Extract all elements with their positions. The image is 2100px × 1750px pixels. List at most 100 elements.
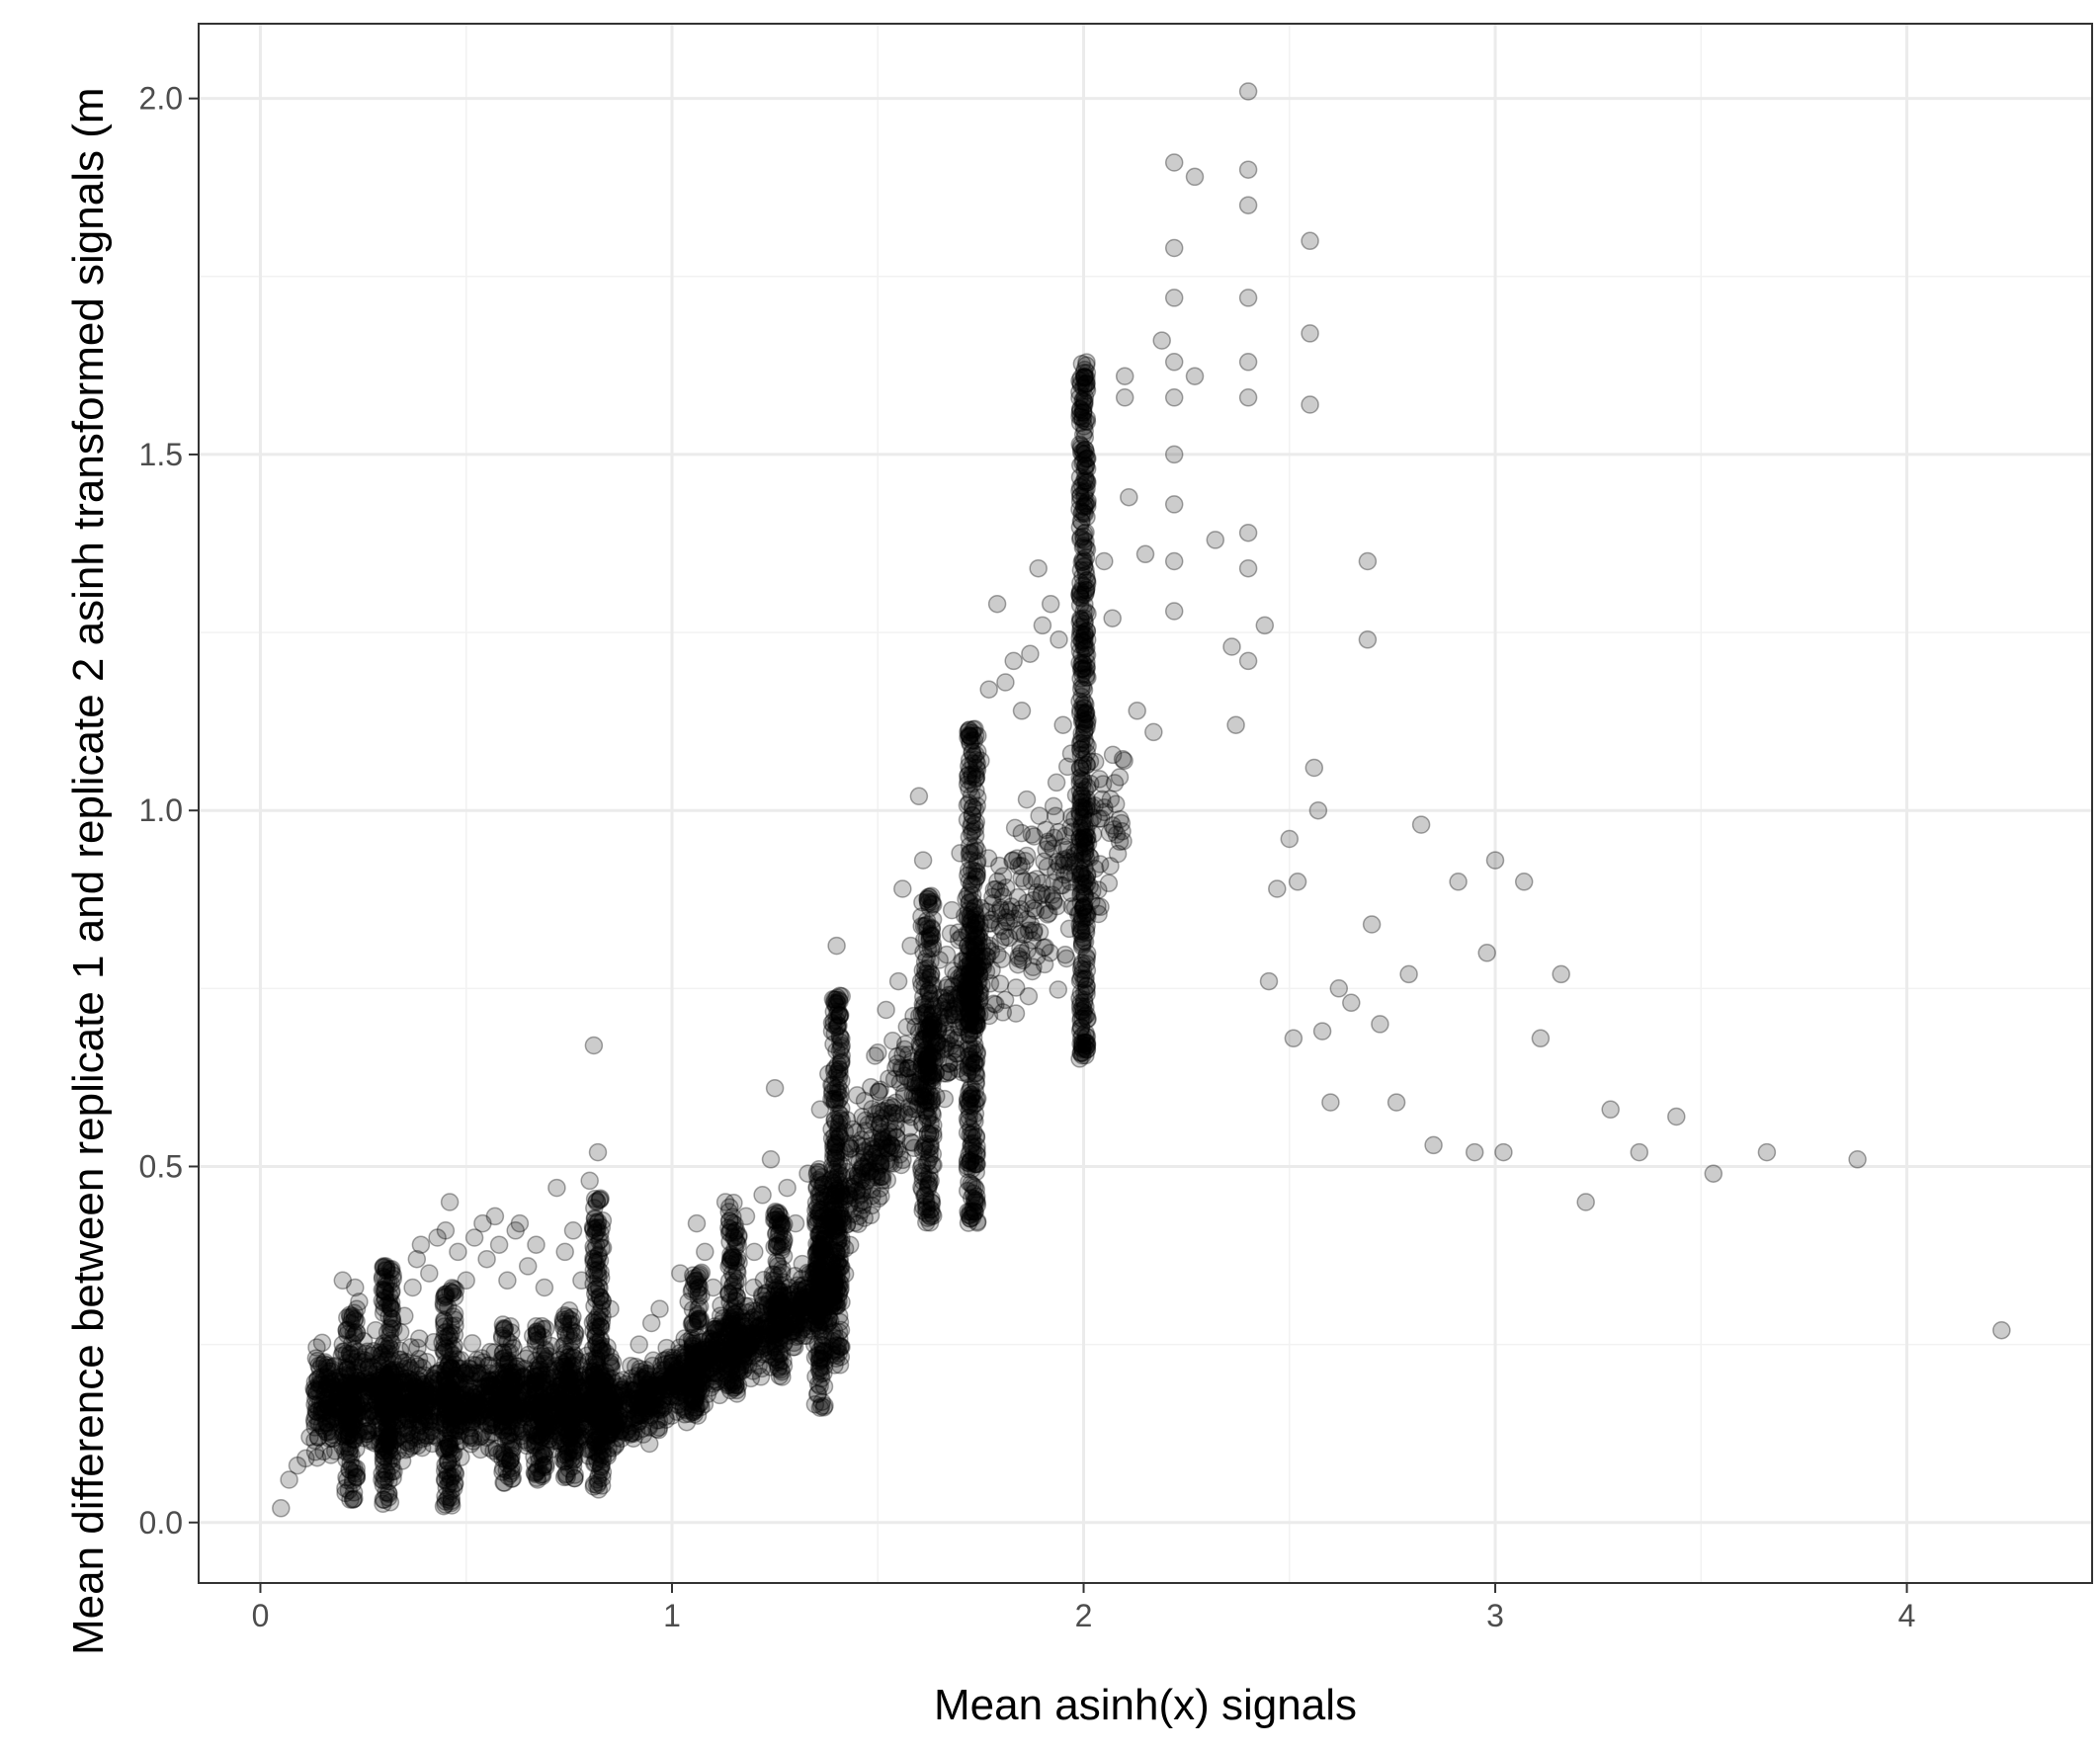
data-point: [383, 1403, 402, 1423]
data-point: [394, 1418, 414, 1438]
data-point: [571, 1368, 590, 1386]
data-point: [368, 1362, 386, 1380]
data-point: [436, 1367, 455, 1385]
data-point: [789, 1281, 808, 1299]
data-point: [550, 1434, 570, 1453]
data-point: [416, 1379, 436, 1398]
data-point: [551, 1429, 571, 1448]
data-point: [590, 1360, 610, 1378]
data-point: [991, 900, 1010, 920]
data-point: [305, 1443, 325, 1461]
data-point: [378, 1339, 396, 1359]
data-point: [558, 1410, 577, 1429]
data-point: [922, 1190, 941, 1208]
data-point: [476, 1400, 495, 1419]
data-point: [514, 1368, 533, 1387]
data-point: [429, 1372, 449, 1390]
data-point: [317, 1423, 337, 1443]
data-point: [480, 1376, 499, 1396]
data-point: [543, 1440, 561, 1458]
data-point: [318, 1364, 338, 1383]
data-point: [534, 1412, 552, 1431]
data-point: [577, 1397, 596, 1416]
data-point: [417, 1426, 437, 1445]
data-point: [365, 1375, 384, 1395]
data-point: [582, 1406, 602, 1425]
data-point: [586, 1387, 606, 1406]
data-point: [562, 1400, 582, 1419]
data-point: [539, 1416, 557, 1436]
data-point: [589, 1361, 609, 1379]
data-point: [426, 1387, 446, 1406]
data-point: [580, 1385, 599, 1405]
data-point: [829, 990, 849, 1010]
data-point: [525, 1395, 545, 1415]
data-point: [540, 1426, 559, 1446]
data-point: [492, 1402, 511, 1422]
data-point: [471, 1370, 491, 1389]
data-point: [551, 1391, 570, 1411]
data-point: [495, 1392, 515, 1412]
data-point: [443, 1391, 462, 1411]
data-point: [434, 1295, 454, 1315]
data-point: [725, 1377, 745, 1397]
data-point: [565, 1399, 585, 1418]
data-point: [601, 1355, 621, 1374]
data-point: [398, 1399, 418, 1419]
data-point: [553, 1363, 573, 1381]
data-point: [597, 1395, 617, 1414]
data-point: [600, 1401, 620, 1420]
data-point: [523, 1395, 542, 1414]
data-point: [596, 1386, 615, 1405]
data-point: [345, 1458, 364, 1477]
data-point: [485, 1343, 504, 1362]
data-point: [318, 1375, 337, 1393]
data-point: [417, 1352, 437, 1372]
data-point: [366, 1404, 384, 1424]
data-point: [504, 1402, 523, 1421]
data-point: [401, 1338, 420, 1357]
data-point: [308, 1428, 328, 1447]
data-point: [526, 1417, 545, 1437]
data-point: [416, 1385, 435, 1404]
data-point: [563, 1427, 582, 1446]
data-point: [547, 1390, 566, 1409]
data-point: [560, 1412, 579, 1432]
data-point: [375, 1406, 394, 1425]
data-point: [523, 1401, 542, 1421]
data-point: [599, 1412, 618, 1432]
data-point: [535, 1445, 553, 1463]
data-point: [344, 1409, 363, 1429]
data-point: [372, 1411, 391, 1431]
data-point: [562, 1420, 582, 1439]
data-point: [451, 1405, 469, 1424]
data-point: [377, 1436, 396, 1456]
data-point: [455, 1404, 473, 1423]
data-point: [597, 1388, 617, 1408]
data-point: [577, 1346, 597, 1366]
data-point: [565, 1389, 585, 1408]
data-point: [375, 1408, 394, 1427]
data-point: [598, 1367, 617, 1386]
data-point: [317, 1395, 336, 1415]
data-point: [487, 1416, 506, 1435]
data-point: [588, 1424, 608, 1444]
data-point: [511, 1384, 531, 1404]
data-point: [588, 1213, 607, 1233]
data-point: [482, 1415, 501, 1435]
data-point: [501, 1417, 521, 1437]
data-point: [457, 1402, 476, 1421]
data-point: [337, 1410, 356, 1430]
data-point: [532, 1370, 551, 1388]
data-point: [500, 1387, 520, 1407]
data-point: [538, 1421, 556, 1440]
data-point: [388, 1411, 407, 1430]
data-point: [411, 1430, 430, 1449]
data-point: [454, 1373, 473, 1392]
data-point: [341, 1414, 361, 1433]
data-point: [436, 1382, 455, 1402]
data-point: [409, 1394, 429, 1414]
data-point: [558, 1401, 578, 1421]
data-point: [373, 1380, 391, 1400]
data-point: [484, 1441, 503, 1460]
